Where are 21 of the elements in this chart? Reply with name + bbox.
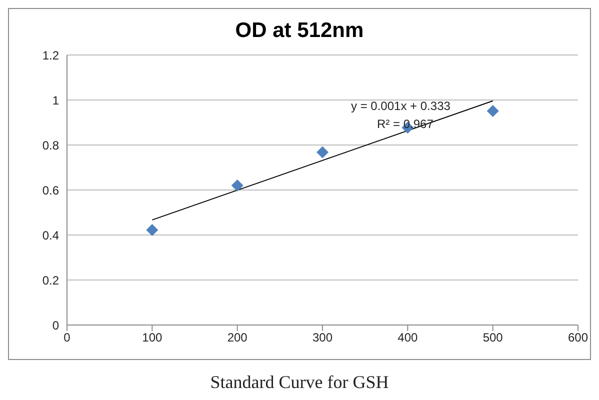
point: [316, 146, 328, 158]
y-tick-label: 0.8: [42, 138, 60, 152]
text: Standard Curve for GSH: [209, 372, 390, 393]
x-tick-label: 300: [312, 330, 333, 345]
y-tick-label: 0.2: [42, 273, 60, 288]
y-tick-label: 0: [52, 318, 60, 332]
y-tick-label: 0.6: [42, 183, 60, 198]
chart-title: OD at 512nm: [234, 19, 365, 44]
point: [486, 105, 499, 118]
y-tick-label: 1.2: [42, 48, 60, 62]
x-tick-label: 200: [227, 330, 248, 345]
x-tick-label: 0: [64, 330, 71, 345]
x-tick-label: 100: [142, 330, 162, 345]
y-tick-label: 1: [52, 93, 60, 108]
x-tick-label: 500: [482, 330, 504, 345]
x-tick-label: 400: [398, 330, 418, 345]
point: [231, 180, 244, 192]
point: [146, 224, 158, 236]
y-tick-label: 0.4: [42, 228, 60, 242]
x-tick-label: 600: [568, 330, 588, 345]
annotation: y = 0.001x + 0.333: [351, 99, 450, 113]
